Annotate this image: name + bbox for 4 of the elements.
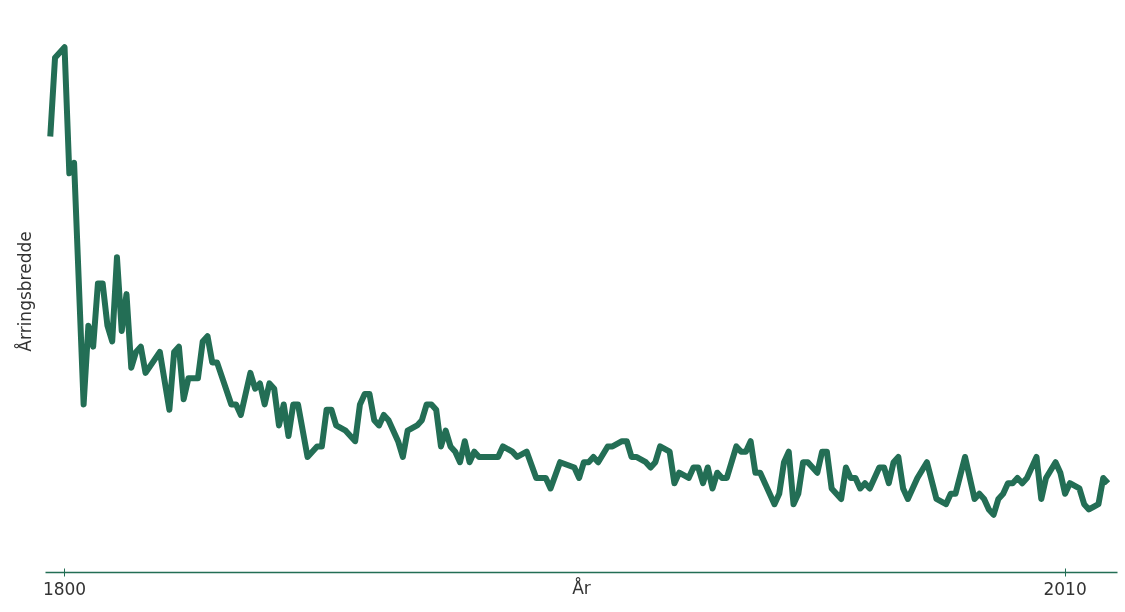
x-tick-label: 1800: [42, 578, 87, 599]
y-axis-title: Årringsbredde: [13, 231, 35, 352]
x-axis-title: År: [572, 576, 591, 598]
x-tick-label: 2010: [1043, 578, 1087, 599]
